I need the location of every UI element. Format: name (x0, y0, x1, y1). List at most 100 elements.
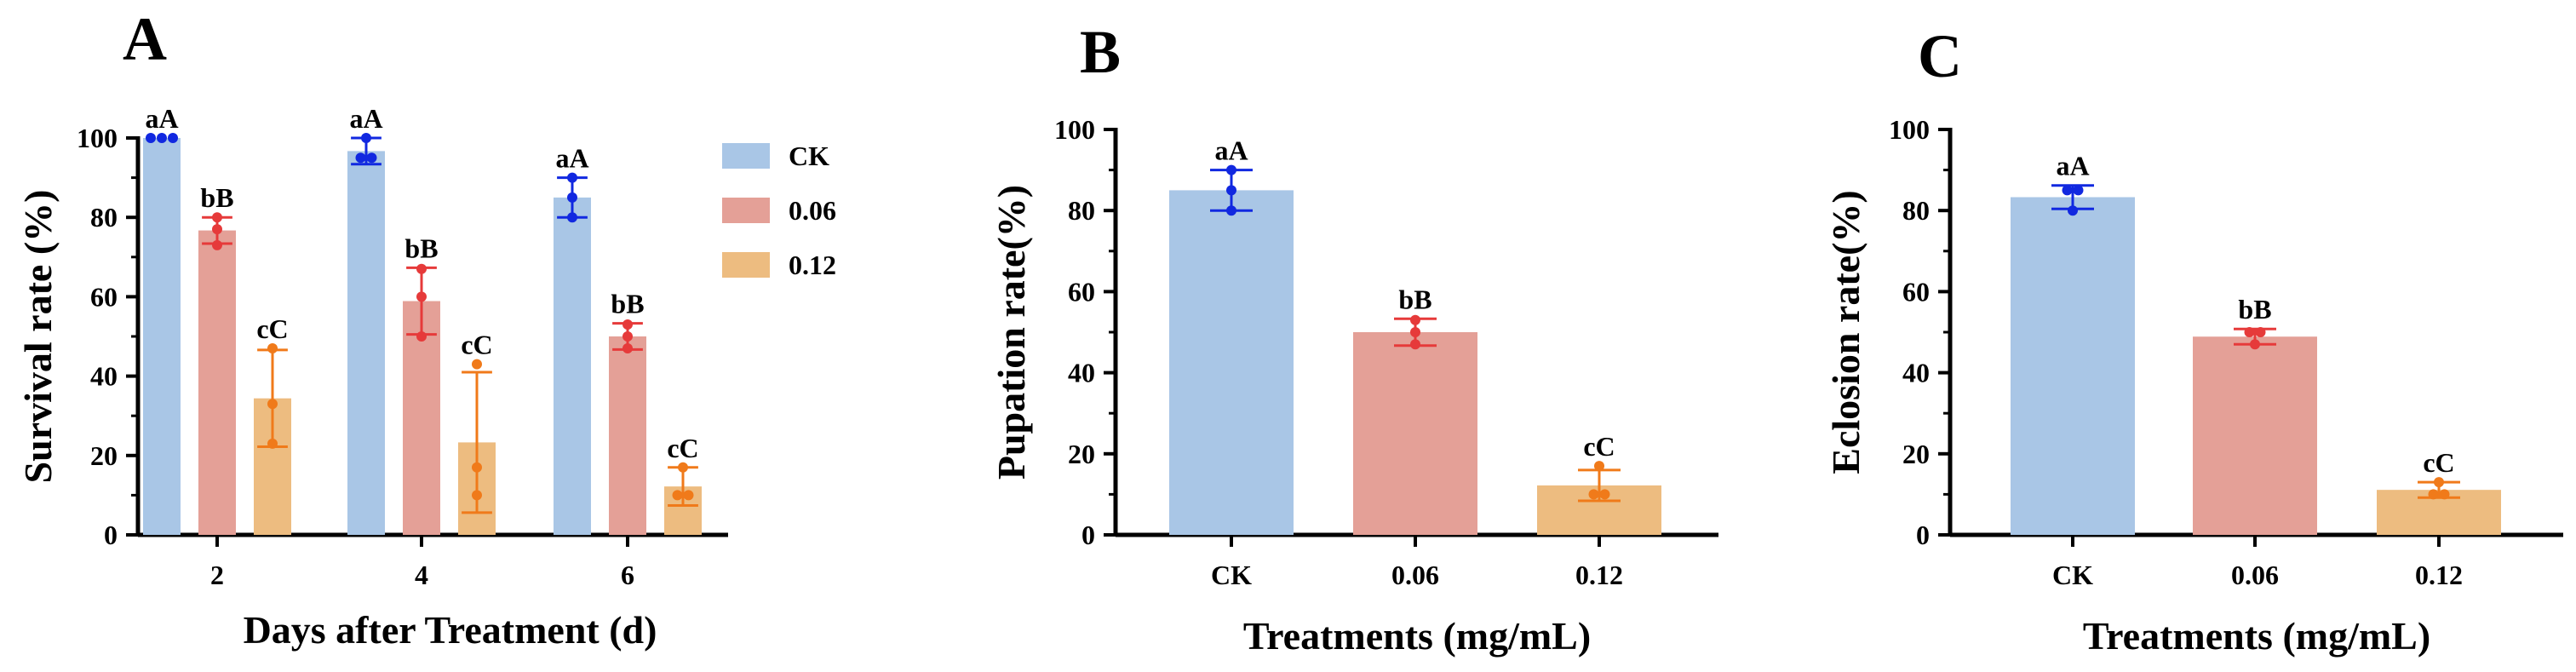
data-point (1410, 314, 1420, 325)
y-tick-label: 60 (1902, 276, 1930, 307)
data-point (472, 359, 482, 370)
data-point (1226, 164, 1236, 175)
x-tick-label: 0.06 (1391, 560, 1439, 590)
significance-label: bB (200, 182, 233, 213)
data-point (416, 331, 427, 342)
chart-panel-b: B 0 20 40 60 80 100 Pupation rate(%) Treatments … (990, 18, 1718, 658)
data-point (1599, 489, 1610, 500)
bar (143, 138, 181, 535)
data-point (2062, 185, 2073, 196)
data-point (1410, 327, 1420, 337)
y-tick-label: 20 (90, 440, 118, 471)
data-point (416, 263, 427, 274)
data-point (267, 342, 278, 353)
significance-label: cC (256, 313, 288, 344)
chart-panel-a: A 0 20 40 60 80 100 Survival rate (%) Days after… (16, 5, 836, 652)
significance-label: bB (404, 233, 438, 263)
data-point (212, 239, 222, 250)
bar (1169, 190, 1294, 535)
x-tick-label: 2 (210, 560, 224, 590)
x-tick-label: 0.12 (1575, 560, 1623, 590)
data-point (472, 462, 482, 473)
legend-swatch (722, 252, 770, 278)
data-point (1410, 339, 1420, 350)
y-tick-label: 60 (90, 281, 118, 312)
data-point (355, 152, 366, 164)
y-tick-label: 80 (90, 202, 118, 233)
y-tick-label: 0 (1081, 520, 1095, 550)
significance-label: aA (555, 143, 588, 174)
significance-label: bB (611, 289, 644, 319)
x-axis-title: Days after Treatment (d) (244, 608, 657, 652)
y-tick-label: 100 (77, 123, 118, 153)
data-point (1588, 489, 1599, 500)
y-axis-title: Eclosion rate(%) (1824, 190, 1867, 474)
data-point (2255, 327, 2266, 337)
data-point (2068, 205, 2078, 216)
chart-panel-c: C 0 20 40 60 80 100 Eclosion rate(%) Treatments … (1824, 22, 2563, 658)
data-point (672, 490, 683, 501)
data-point (157, 133, 167, 143)
data-point (2434, 477, 2444, 488)
significance-label: bB (1398, 284, 1431, 314)
significance-label: aA (145, 103, 178, 134)
data-point (1226, 185, 1236, 196)
significance-label: aA (349, 103, 382, 134)
significance-label: cC (2423, 447, 2454, 478)
bar (2193, 336, 2317, 535)
y-tick-label: 80 (1902, 195, 1930, 226)
y-axis-title: Pupation rate(%) (990, 185, 1033, 480)
data-point (212, 212, 222, 223)
data-point (567, 212, 577, 223)
legend-swatch (722, 143, 770, 169)
data-point (361, 133, 371, 143)
data-point (1226, 205, 1236, 216)
data-point (267, 438, 278, 449)
x-tick-label: CK (2052, 560, 2093, 590)
data-point (622, 331, 633, 342)
x-tick-label: 6 (621, 560, 634, 590)
data-point (2428, 489, 2439, 500)
bar (2011, 197, 2135, 535)
y-axis-title: Survival rate (%) (16, 190, 60, 484)
y-tick-label: 40 (90, 361, 118, 392)
y-tick-label: 60 (1068, 276, 1095, 307)
data-point (622, 319, 633, 330)
x-tick-label: 4 (415, 560, 428, 590)
y-tick-label: 20 (1902, 439, 1930, 469)
legend-label: 0.06 (789, 195, 836, 226)
data-point (472, 490, 482, 501)
panel-letter: B (1080, 18, 1121, 86)
data-point (622, 342, 633, 353)
data-point (2073, 185, 2084, 196)
data-point (267, 399, 278, 410)
y-tick-label: 100 (1889, 114, 1930, 145)
legend-label: 0.12 (789, 250, 836, 280)
data-point (567, 192, 577, 203)
panel-letter: C (1918, 22, 1962, 90)
data-point (567, 172, 577, 183)
y-tick-label: 20 (1068, 439, 1095, 469)
legend-label: CK (789, 141, 829, 171)
significance-label: aA (1214, 135, 1248, 166)
x-tick-label: 0.12 (2415, 560, 2463, 590)
y-tick-label: 80 (1068, 195, 1095, 226)
data-point (212, 224, 222, 235)
data-point (146, 133, 156, 143)
significance-label: cC (461, 330, 492, 360)
data-point (168, 133, 178, 143)
significance-label: bB (2238, 294, 2271, 325)
data-point (683, 490, 694, 501)
bar (554, 197, 591, 535)
y-tick-label: 0 (104, 520, 118, 550)
bar (609, 336, 646, 535)
y-tick-label: 40 (1902, 358, 1930, 388)
data-point (678, 462, 688, 473)
x-axis-title: Treatments (mg/mL) (2083, 614, 2430, 658)
data-point (366, 152, 377, 164)
bar (198, 230, 236, 535)
x-axis-title: Treatments (mg/mL) (1243, 614, 1591, 658)
data-point (2244, 327, 2255, 337)
data-point (2250, 339, 2260, 350)
